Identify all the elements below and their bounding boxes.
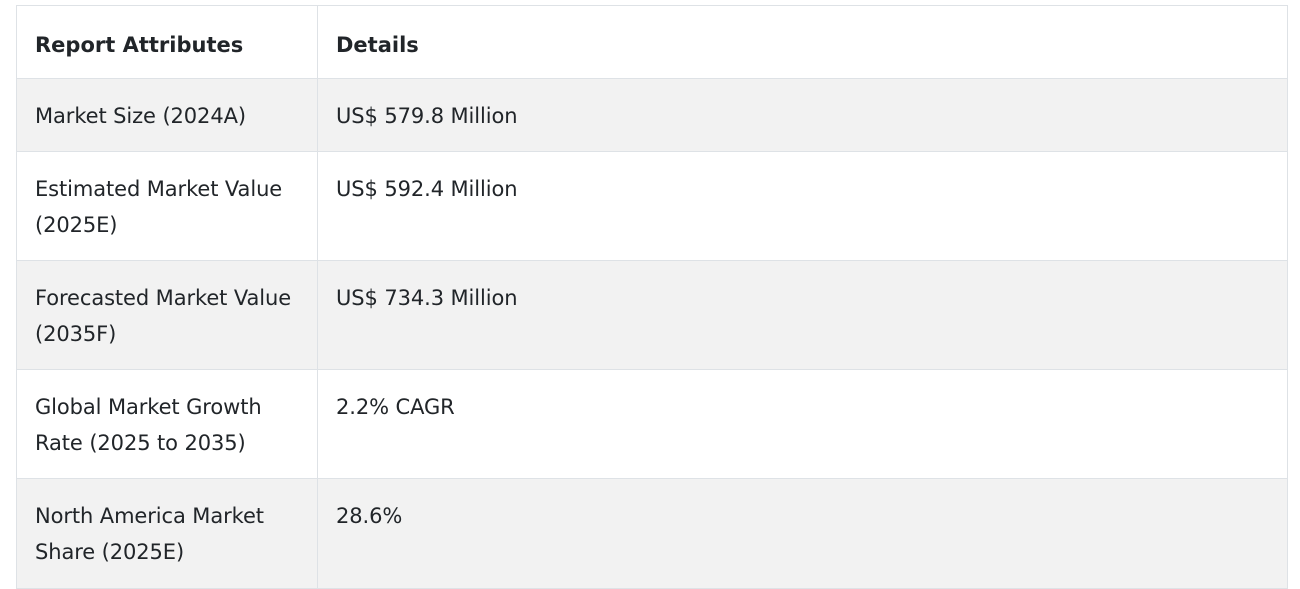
attribute-cell: Estimated Market Value (2025E) — [16, 151, 318, 261]
table-header-row: Report Attributes Details — [16, 5, 1288, 79]
detail-cell: US$ 734.3 Million — [317, 260, 1288, 370]
detail-cell: US$ 579.8 Million — [317, 78, 1288, 152]
header-details: Details — [317, 5, 1288, 79]
attribute-cell: Market Size (2024A) — [16, 78, 318, 152]
detail-cell: 2.2% CAGR — [317, 369, 1288, 479]
table-row: Global Market Growth Rate (2025 to 2035)… — [16, 369, 1288, 479]
table-row: North America Market Share (2025E) 28.6% — [16, 478, 1288, 589]
report-attributes-table-container: Report Attributes Details Market Size (2… — [16, 5, 1288, 589]
table-row: Forecasted Market Value (2035F) US$ 734.… — [16, 260, 1288, 370]
detail-cell: 28.6% — [317, 478, 1288, 589]
table-row: Market Size (2024A) US$ 579.8 Million — [16, 78, 1288, 152]
attribute-cell: Forecasted Market Value (2035F) — [16, 260, 318, 370]
attribute-cell: Global Market Growth Rate (2025 to 2035) — [16, 369, 318, 479]
report-attributes-table: Report Attributes Details Market Size (2… — [16, 5, 1288, 589]
attribute-cell: North America Market Share (2025E) — [16, 478, 318, 589]
header-report-attributes: Report Attributes — [16, 5, 318, 79]
detail-cell: US$ 592.4 Million — [317, 151, 1288, 261]
table-row: Estimated Market Value (2025E) US$ 592.4… — [16, 151, 1288, 261]
